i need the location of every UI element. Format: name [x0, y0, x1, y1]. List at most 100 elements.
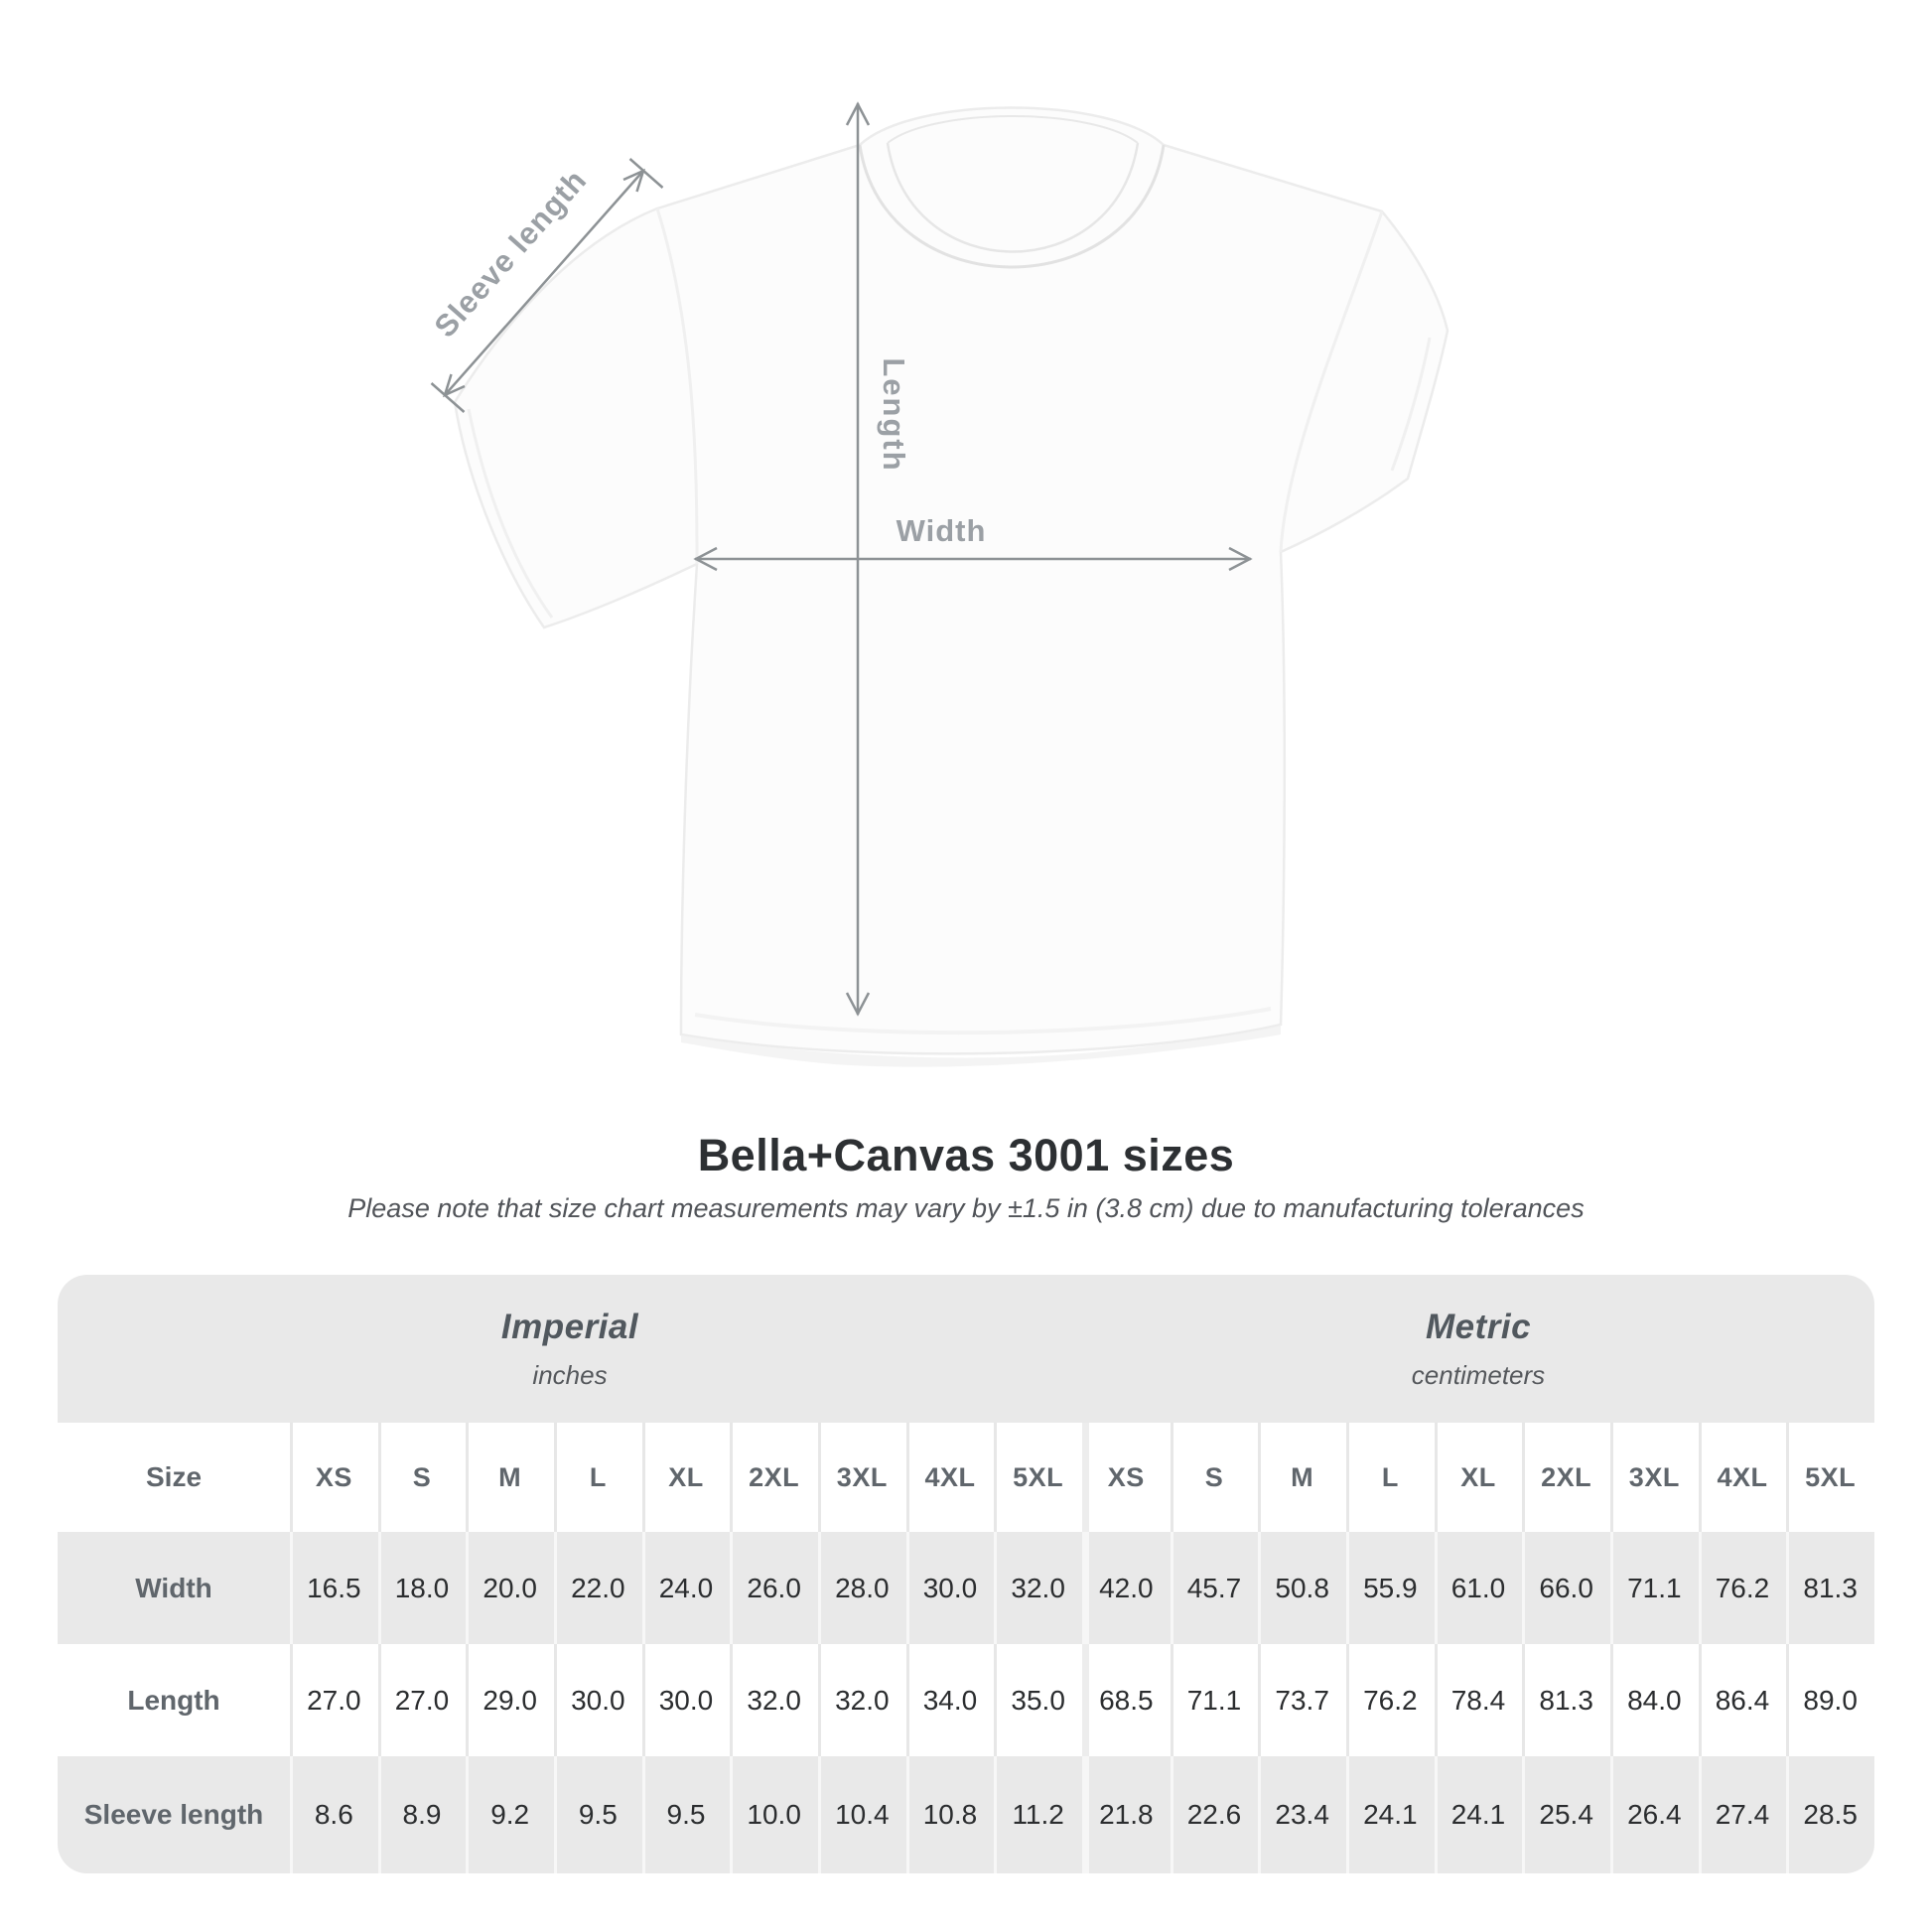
- imperial-value: 30.0: [906, 1532, 995, 1644]
- row-label: Sleeve length: [83, 1799, 264, 1830]
- metric-value: 45.7: [1171, 1532, 1259, 1644]
- size-header-row: Size XS S M L XL 2XL 3XL 4XL 5XL XS S M L XL 2XL 3XL 4XL 5…: [58, 1423, 1874, 1532]
- size-col-metric-5xl: 5XL: [1786, 1423, 1874, 1532]
- imperial-value: 10.8: [906, 1756, 995, 1873]
- length-label: Length: [877, 357, 911, 472]
- collar-outer-neckline: [858, 144, 1166, 269]
- size-col-metric-3xl: 3XL: [1610, 1423, 1699, 1532]
- metric-value: 42.0: [1082, 1532, 1171, 1644]
- imperial-unit: inches: [532, 1359, 608, 1390]
- metric-value: 81.3: [1786, 1532, 1874, 1644]
- imperial-value: 32.0: [730, 1644, 818, 1756]
- metric-value: 23.4: [1258, 1756, 1346, 1873]
- size-col-imperial-5xl: 5XL: [994, 1423, 1082, 1532]
- imperial-value: 8.6: [290, 1756, 378, 1873]
- imperial-value: 16.5: [290, 1532, 378, 1644]
- imperial-value: 10.4: [818, 1756, 906, 1873]
- imperial-value: 27.0: [290, 1644, 378, 1756]
- metric-unit: centimeters: [1411, 1359, 1546, 1390]
- size-col-metric-xs: XS: [1082, 1423, 1171, 1532]
- size-col-imperial-l: L: [554, 1423, 642, 1532]
- right-cuff-hem: [1390, 337, 1432, 472]
- imperial-value: 29.0: [466, 1644, 554, 1756]
- page-subtitle: Please note that size chart measurements…: [347, 1193, 1585, 1223]
- imperial-value: 11.2: [994, 1756, 1082, 1873]
- metric-label: Metric: [1425, 1307, 1532, 1346]
- metric-value: 89.0: [1786, 1644, 1874, 1756]
- metric-value: 21.8: [1082, 1756, 1171, 1873]
- metric-value: 24.1: [1435, 1756, 1523, 1873]
- metric-value: 86.4: [1699, 1644, 1787, 1756]
- imperial-label: Imperial: [500, 1307, 639, 1346]
- size-corner-header: Size: [145, 1461, 203, 1492]
- table-rows: Width 16.5 18.0 20.0 22.0 24.0 26.0 28.0 30.0 32.…: [58, 1532, 1874, 1873]
- size-col-metric-4xl: 4XL: [1699, 1423, 1787, 1532]
- collar-inner-neckline: [886, 142, 1140, 253]
- size-col-imperial-4xl: 4XL: [906, 1423, 995, 1532]
- tshirt-body: [453, 106, 1449, 1055]
- metric-value: 66.0: [1522, 1532, 1610, 1644]
- dimension-annotations: [430, 101, 1253, 1017]
- imperial-value: 22.0: [554, 1532, 642, 1644]
- size-col-imperial-xl: XL: [642, 1423, 731, 1532]
- metric-header: Metric centimeters: [1082, 1275, 1874, 1423]
- size-col-metric-xl: XL: [1435, 1423, 1523, 1532]
- sleeve-length-arrow: [430, 158, 664, 413]
- metric-value: 27.4: [1699, 1756, 1787, 1873]
- imperial-value: 9.5: [554, 1756, 642, 1873]
- row-label: Width: [135, 1572, 212, 1603]
- page-title: Bella+Canvas 3001 sizes: [697, 1130, 1235, 1180]
- size-table: Imperial inches Metric centimeters Size X…: [58, 1275, 1874, 1873]
- size-col-metric-s: S: [1171, 1423, 1259, 1532]
- imperial-value: 35.0: [994, 1644, 1082, 1756]
- imperial-value: 8.9: [378, 1756, 467, 1873]
- imperial-value: 32.0: [818, 1644, 906, 1756]
- tshirt-diagram-svg: Sleeve length Length Width: [428, 101, 1449, 1067]
- imperial-value: 10.0: [730, 1756, 818, 1873]
- size-col-imperial-s: S: [378, 1423, 467, 1532]
- imperial-value: 24.0: [642, 1532, 731, 1644]
- metric-value: 71.1: [1610, 1532, 1699, 1644]
- metric-value: 22.6: [1171, 1756, 1259, 1873]
- size-col-imperial-2xl: 2XL: [730, 1423, 818, 1532]
- imperial-value: 34.0: [906, 1644, 995, 1756]
- left-armhole-seam: [655, 207, 699, 565]
- metric-value: 61.0: [1435, 1532, 1523, 1644]
- imperial-value: 9.5: [642, 1756, 731, 1873]
- hem-stitch-line: [694, 1007, 1272, 1035]
- imperial-header: Imperial inches: [58, 1275, 1082, 1423]
- table-row-sleeve-length: Sleeve length 8.6 8.9 9.2 9.5 9.5 10.0 10.4 10.8…: [58, 1756, 1874, 1873]
- imperial-value: 26.0: [730, 1532, 818, 1644]
- collar-inner-top: [887, 115, 1139, 144]
- metric-value: 28.5: [1786, 1756, 1874, 1873]
- imperial-value: 20.0: [466, 1532, 554, 1644]
- metric-value: 81.3: [1522, 1644, 1610, 1756]
- table-row-length: Length 27.0 27.0 29.0 30.0 30.0 32.0 32.0 34.0 35…: [58, 1644, 1874, 1756]
- size-col-metric-m: M: [1258, 1423, 1346, 1532]
- metric-value: 50.8: [1258, 1532, 1346, 1644]
- size-col-imperial-3xl: 3XL: [818, 1423, 906, 1532]
- imperial-value: 28.0: [818, 1532, 906, 1644]
- right-armhole-seam: [1279, 210, 1384, 553]
- hem-shadow: [681, 1025, 1281, 1067]
- metric-value: 84.0: [1610, 1644, 1699, 1756]
- imperial-value: 9.2: [466, 1756, 554, 1873]
- tshirt-measurement-diagram: Sleeve length Length Width: [428, 101, 1449, 1067]
- metric-value: 26.4: [1610, 1756, 1699, 1873]
- size-col-metric-2xl: 2XL: [1522, 1423, 1610, 1532]
- size-col-imperial-m: M: [466, 1423, 554, 1532]
- unit-band-row: Imperial inches Metric centimeters: [58, 1275, 1874, 1423]
- metric-value: 73.7: [1258, 1644, 1346, 1756]
- width-label: Width: [897, 513, 987, 548]
- imperial-value: 32.0: [994, 1532, 1082, 1644]
- metric-value: 24.1: [1346, 1756, 1435, 1873]
- imperial-value: 27.0: [378, 1644, 467, 1756]
- metric-value: 78.4: [1435, 1644, 1523, 1756]
- row-label: Length: [127, 1684, 220, 1716]
- left-cuff-hem: [467, 408, 554, 619]
- metric-value: 71.1: [1171, 1644, 1259, 1756]
- metric-value: 68.5: [1082, 1644, 1171, 1756]
- imperial-value: 18.0: [378, 1532, 467, 1644]
- imperial-value: 30.0: [554, 1644, 642, 1756]
- width-arrow: [693, 546, 1253, 572]
